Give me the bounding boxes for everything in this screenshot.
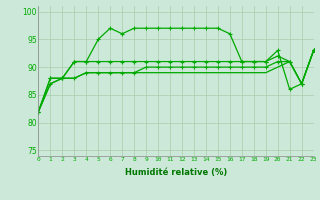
X-axis label: Humidité relative (%): Humidité relative (%) xyxy=(125,168,227,177)
